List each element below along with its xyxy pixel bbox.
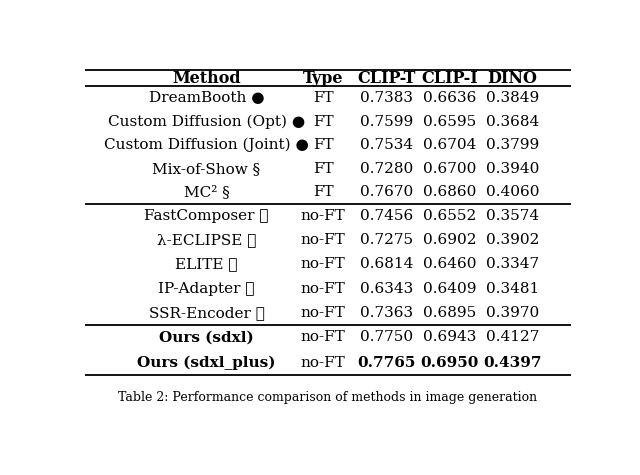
- Text: 0.4127: 0.4127: [486, 330, 539, 344]
- Text: FT: FT: [313, 91, 333, 105]
- Text: ELITE ★: ELITE ★: [175, 257, 237, 271]
- Text: 0.7599: 0.7599: [360, 114, 413, 129]
- Text: 0.6343: 0.6343: [360, 282, 413, 295]
- Text: 0.6409: 0.6409: [423, 282, 476, 295]
- Text: FT: FT: [313, 185, 333, 199]
- Text: 0.3347: 0.3347: [486, 257, 539, 271]
- Text: 0.6902: 0.6902: [423, 233, 476, 247]
- Text: 0.4060: 0.4060: [486, 185, 540, 199]
- Text: Table 2: Performance comparison of methods in image generation: Table 2: Performance comparison of metho…: [118, 390, 538, 404]
- Text: 0.6552: 0.6552: [423, 209, 476, 223]
- Text: 0.7765: 0.7765: [357, 356, 416, 370]
- Text: 0.6636: 0.6636: [423, 91, 476, 105]
- Text: 0.7275: 0.7275: [360, 233, 413, 247]
- Text: 0.7363: 0.7363: [360, 305, 413, 320]
- Text: λ-ECLIPSE ★: λ-ECLIPSE ★: [157, 233, 256, 247]
- Text: FT: FT: [313, 162, 333, 176]
- Text: no-FT: no-FT: [301, 282, 346, 295]
- Text: Custom Diffusion (Opt) ●: Custom Diffusion (Opt) ●: [108, 114, 305, 129]
- Text: 0.6943: 0.6943: [423, 330, 476, 344]
- Text: 0.4397: 0.4397: [483, 356, 542, 370]
- Text: Method: Method: [172, 69, 241, 86]
- Text: Ours (sdxl_plus): Ours (sdxl_plus): [137, 355, 276, 370]
- Text: Type: Type: [303, 69, 343, 86]
- Text: 0.7456: 0.7456: [360, 209, 413, 223]
- Text: 0.6895: 0.6895: [423, 305, 476, 320]
- Text: 0.6950: 0.6950: [420, 356, 479, 370]
- Text: 0.7750: 0.7750: [360, 330, 413, 344]
- Text: 0.3849: 0.3849: [486, 91, 539, 105]
- Text: Custom Diffusion (Joint) ●: Custom Diffusion (Joint) ●: [104, 138, 309, 152]
- Text: FT: FT: [313, 114, 333, 129]
- Text: 0.7534: 0.7534: [360, 138, 413, 152]
- Text: 0.7280: 0.7280: [360, 162, 413, 176]
- Text: FT: FT: [313, 138, 333, 152]
- Text: SSR-Encoder ★: SSR-Encoder ★: [148, 305, 264, 320]
- Text: 0.6860: 0.6860: [423, 185, 476, 199]
- Text: DreamBooth ●: DreamBooth ●: [148, 91, 264, 105]
- Text: no-FT: no-FT: [301, 209, 346, 223]
- Text: 0.3481: 0.3481: [486, 282, 539, 295]
- Text: 0.3684: 0.3684: [486, 114, 539, 129]
- Text: 0.3940: 0.3940: [486, 162, 539, 176]
- Text: 0.7383: 0.7383: [360, 91, 413, 105]
- Text: 0.7670: 0.7670: [360, 185, 413, 199]
- Text: CLIP-I: CLIP-I: [421, 69, 478, 86]
- Text: 0.3902: 0.3902: [486, 233, 539, 247]
- Text: CLIP-T: CLIP-T: [357, 69, 416, 86]
- Text: MC² §: MC² §: [184, 185, 229, 199]
- Text: DINO: DINO: [488, 69, 538, 86]
- Text: 0.6595: 0.6595: [423, 114, 476, 129]
- Text: no-FT: no-FT: [301, 305, 346, 320]
- Text: 0.6814: 0.6814: [360, 257, 413, 271]
- Text: 0.3574: 0.3574: [486, 209, 539, 223]
- Text: 0.6704: 0.6704: [423, 138, 476, 152]
- Text: 0.3970: 0.3970: [486, 305, 539, 320]
- Text: Mix-of-Show §: Mix-of-Show §: [152, 162, 260, 176]
- Text: 0.6700: 0.6700: [423, 162, 476, 176]
- Text: no-FT: no-FT: [301, 257, 346, 271]
- Text: Ours (sdxl): Ours (sdxl): [159, 330, 254, 344]
- Text: 0.3799: 0.3799: [486, 138, 539, 152]
- Text: 0.6460: 0.6460: [423, 257, 476, 271]
- Text: no-FT: no-FT: [301, 356, 346, 370]
- Text: no-FT: no-FT: [301, 233, 346, 247]
- Text: FastComposer ★: FastComposer ★: [144, 209, 269, 223]
- Text: no-FT: no-FT: [301, 330, 346, 344]
- Text: IP-Adapter ★: IP-Adapter ★: [158, 282, 255, 295]
